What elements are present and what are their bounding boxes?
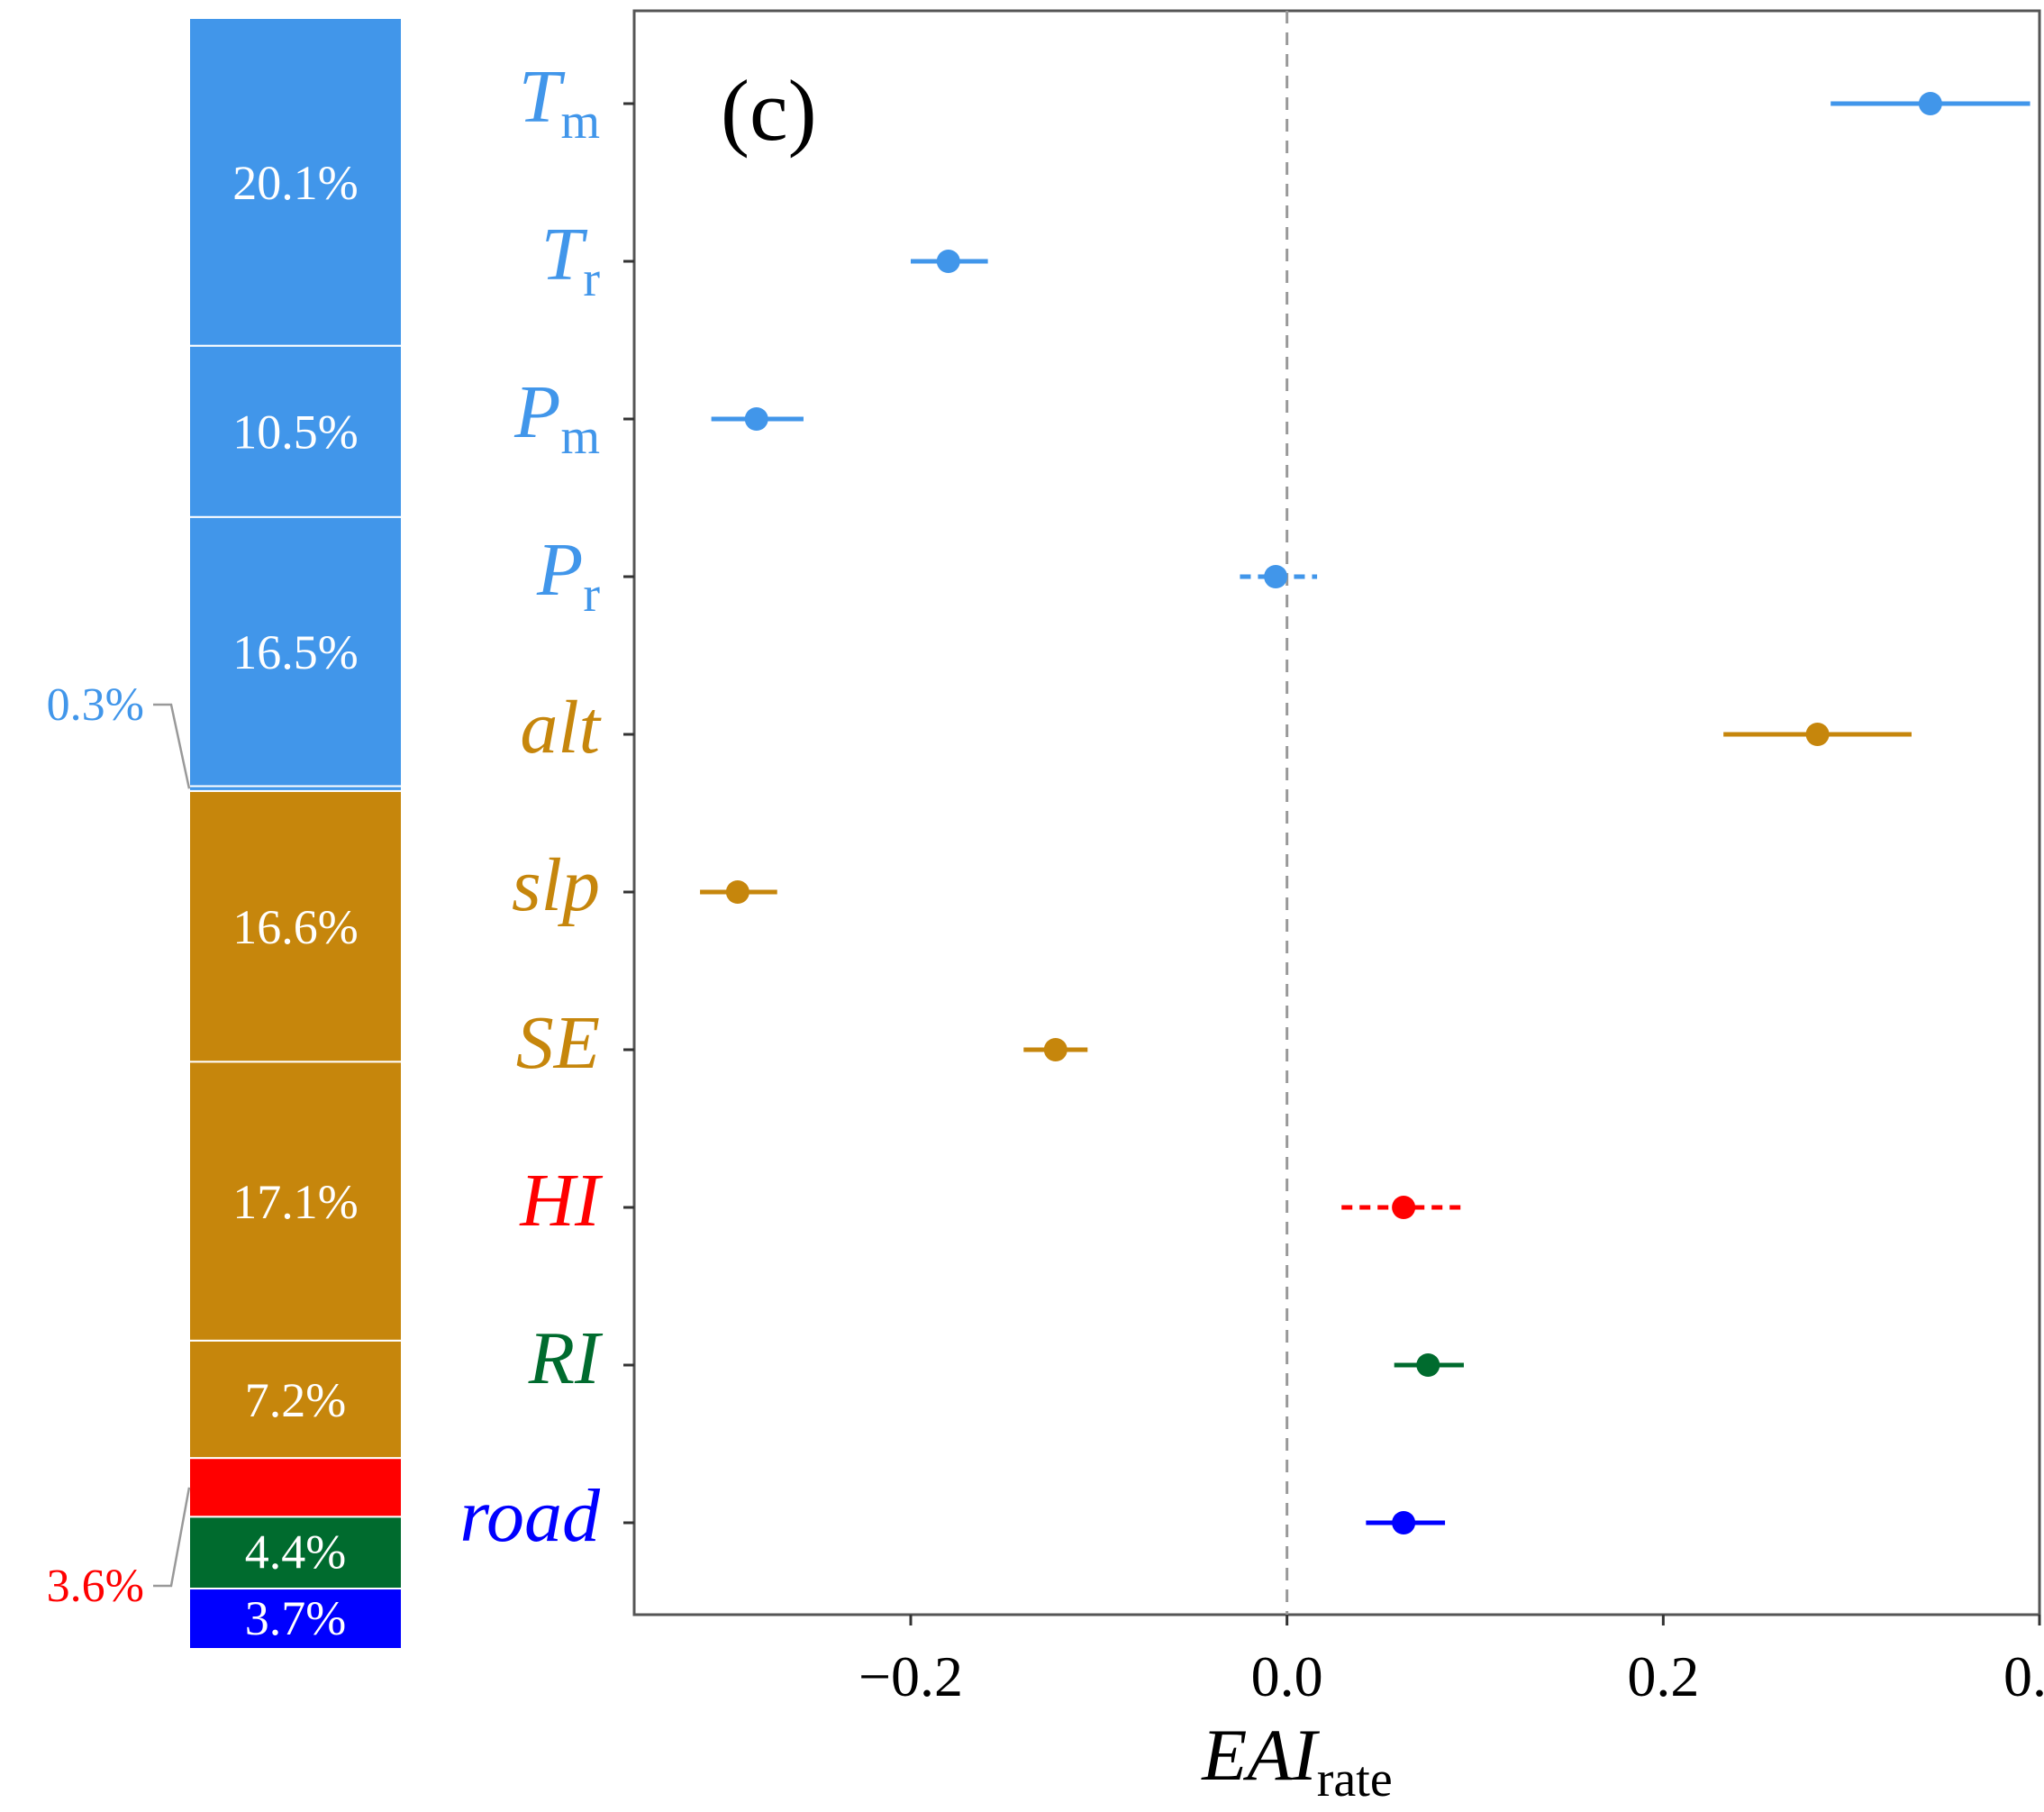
share-segment-label: 16.5%: [232, 625, 358, 679]
x-tick-label: 0.4: [2003, 1644, 2044, 1708]
variable-label: SE: [516, 1001, 600, 1085]
plot-frame: [632, 9, 2041, 1616]
variable-label-main: slp: [512, 843, 600, 927]
share-outside-label: 0.3%: [47, 679, 144, 731]
point-estimate: [1392, 1196, 1416, 1219]
share-segment-label: 3.7%: [245, 1591, 346, 1645]
variable-label-main: P: [513, 370, 560, 454]
share-segment-label: 7.2%: [245, 1373, 346, 1427]
share-segment-label: 20.1%: [232, 156, 358, 210]
x-axis-title: EAIrate: [1201, 1714, 1392, 1807]
variable-label: alt: [520, 686, 602, 769]
variable-label-sub: r: [583, 567, 600, 623]
variable-label-main: road: [459, 1474, 601, 1558]
share-outside-label: 3.6%: [47, 1561, 144, 1612]
variable-label: Pm: [513, 370, 600, 465]
share-segment-label: 10.5%: [232, 405, 358, 460]
share-segment: [188, 17, 403, 347]
x-tick-label: 0.0: [1251, 1644, 1323, 1708]
share-segment-label: 4.4%: [245, 1525, 346, 1580]
variable-label-main: T: [519, 55, 566, 139]
share-segment: [188, 789, 403, 1063]
variable-label: slp: [512, 843, 600, 927]
x-axis-title-sub: rate: [1317, 1752, 1393, 1807]
share-segment: [188, 1516, 403, 1590]
variable-label-main: HI: [519, 1159, 604, 1243]
share-segment-label: 16.6%: [232, 900, 358, 954]
share-segment-label: 17.1%: [232, 1175, 358, 1229]
point-estimate: [1264, 565, 1288, 588]
point-estimate: [1043, 1038, 1067, 1061]
x-tick-label: 0.2: [1627, 1644, 1699, 1708]
variable-label: Tr: [541, 213, 601, 307]
x-axis-title-main: EAI: [1201, 1714, 1320, 1796]
variable-label: Tm: [519, 55, 600, 150]
share-leader-line: [153, 1487, 191, 1588]
variable-label: Pr: [536, 528, 600, 623]
variable-label: RI: [528, 1316, 604, 1400]
point-estimate: [1805, 723, 1830, 746]
share-segment: [188, 1339, 403, 1460]
share-segment: [188, 515, 403, 788]
variable-label-main: RI: [528, 1316, 604, 1400]
variable-label: road: [459, 1474, 601, 1558]
share-segment: [188, 1457, 403, 1518]
share-segment: [188, 1061, 403, 1342]
point-estimate: [744, 407, 768, 431]
x-tick-label: −0.2: [858, 1644, 963, 1708]
share-segment: [188, 344, 403, 518]
point-estimate: [1918, 92, 1942, 115]
share-segment: [188, 1588, 403, 1651]
variable-label-main: P: [536, 528, 583, 612]
share-leader-line: [153, 703, 191, 789]
point-estimate: [936, 250, 960, 273]
variable-label-sub: m: [560, 94, 600, 150]
variable-label-main: SE: [516, 1001, 600, 1085]
variable-label: HI: [519, 1159, 604, 1243]
stacked-share-bar: 20.1% 10.5% 16.5% 0.3% 16.6% 17.1% 7.2% 3.6% 4.4…: [47, 17, 403, 1651]
variable-label-sub: r: [583, 251, 600, 307]
coefficient-plot: −0.20.00.20.4EAIrate(c)TmTrPmPraltslpSEH…: [459, 9, 2044, 1807]
point-estimate: [725, 880, 749, 904]
variable-label-sub: m: [560, 409, 600, 465]
variable-label-main: T: [541, 213, 588, 296]
variable-label-main: alt: [520, 686, 602, 769]
point-estimate: [1416, 1353, 1440, 1377]
point-estimate: [1392, 1511, 1416, 1534]
panel-label: (c): [721, 62, 817, 159]
